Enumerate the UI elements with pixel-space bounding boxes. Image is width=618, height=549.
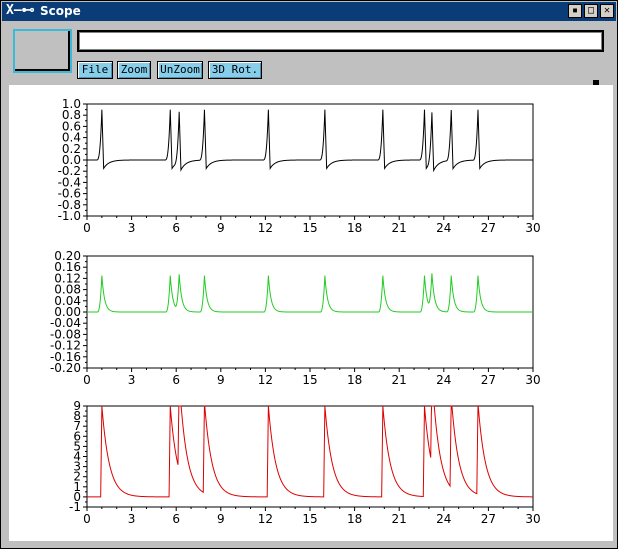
- x-tick-label: 15: [302, 512, 317, 526]
- y-tick-label: 9: [73, 399, 81, 413]
- y-tick-label: 7: [73, 419, 81, 433]
- y-tick-label: -0.6: [58, 187, 81, 201]
- y-tick-label: -0.04: [50, 316, 81, 330]
- command-input[interactable]: [77, 30, 604, 52]
- x-tick-label: 27: [481, 373, 496, 387]
- window-title: Scope: [40, 4, 81, 18]
- signal-trace-2: [87, 405, 533, 498]
- plot-frame-2: [86, 405, 534, 508]
- x-tick-label: 6: [172, 221, 180, 235]
- y-tick-label: 0.8: [62, 108, 81, 122]
- y-tick-label: -0.20: [50, 361, 81, 375]
- x-tick-label: 30: [525, 221, 540, 235]
- y-tick-label: 0.08: [54, 283, 81, 297]
- y-tick-label: 1.0: [62, 97, 81, 111]
- toolbar: File Zoom UnZoom 3D Rot.: [9, 22, 613, 86]
- y-tick-label: 3: [73, 460, 81, 474]
- x-tick-label: 21: [392, 221, 407, 235]
- x-tick-label: 18: [347, 221, 362, 235]
- y-tick-label: 0.20: [54, 249, 81, 263]
- y-tick-label: -1: [69, 500, 81, 514]
- x-tick-label: 3: [128, 373, 136, 387]
- x-tick-label: 24: [436, 512, 451, 526]
- y-tick-label: 0.16: [54, 260, 81, 274]
- x-tick-label: 27: [481, 512, 496, 526]
- preview-box[interactable]: [13, 29, 72, 73]
- x-tick-label: 0: [83, 221, 91, 235]
- bottom-bar: [9, 541, 613, 547]
- x-tick-label: 30: [525, 512, 540, 526]
- x-tick-label: 30: [525, 373, 540, 387]
- x-tick-label: 9: [217, 221, 225, 235]
- y-tick-label: 5: [73, 439, 81, 453]
- x-tick-label: 12: [258, 221, 273, 235]
- file-button[interactable]: File: [77, 61, 113, 79]
- y-tick-label: -0.16: [50, 350, 81, 364]
- plot-area: 1.0 0.8 0.6 0.4 0.2 0.0 -0.2 -0.4 -0.6 -0.8 -1.0 0 3…: [9, 85, 613, 541]
- y-tick-label: 0.00: [54, 305, 81, 319]
- y-tick-label: 0.12: [54, 271, 81, 285]
- x-tick-label: 6: [172, 512, 180, 526]
- rotate-3d-button[interactable]: 3D Rot.: [208, 61, 262, 79]
- y-tick-label: 0.4: [62, 131, 81, 145]
- y-tick-label: 1: [73, 480, 81, 494]
- minimize-button[interactable]: ▪: [568, 4, 582, 18]
- x-tick-label: 24: [436, 373, 451, 387]
- title-bar[interactable]: X–⊷ Scope ▪ □ ✕: [2, 2, 616, 21]
- x-tick-label: 21: [392, 373, 407, 387]
- y-tick-label: -0.12: [50, 339, 81, 353]
- window-logo: X: [6, 3, 14, 18]
- x-tick-label: 24: [436, 221, 451, 235]
- y-tick-label: 2: [73, 470, 81, 484]
- x-tick-label: 6: [172, 373, 180, 387]
- resize-handle-icon[interactable]: [593, 80, 599, 86]
- x-tick-label: 12: [258, 373, 273, 387]
- x-tick-label: 9: [217, 373, 225, 387]
- y-tick-label: 6: [73, 429, 81, 443]
- y-tick-label: 0: [73, 490, 81, 504]
- unzoom-button[interactable]: UnZoom: [157, 61, 203, 79]
- zoom-button[interactable]: Zoom: [117, 61, 151, 79]
- x-tick-label: 0: [83, 512, 91, 526]
- x-tick-label: 18: [347, 373, 362, 387]
- maximize-button[interactable]: □: [584, 4, 598, 18]
- y-tick-label: 4: [73, 450, 81, 464]
- signal-trace-1: [87, 273, 533, 313]
- x-tick-label: 9: [217, 512, 225, 526]
- x-tick-label: 3: [128, 221, 136, 235]
- y-tick-label: -0.08: [50, 327, 81, 341]
- close-button[interactable]: ✕: [600, 4, 614, 18]
- y-tick-label: -0.2: [58, 164, 81, 178]
- y-tick-label: -0.4: [58, 175, 81, 189]
- y-tick-label: 0.04: [54, 294, 81, 308]
- x-tick-label: 0: [83, 373, 91, 387]
- y-tick-label: 0.0: [62, 153, 81, 167]
- y-tick-label: -1.0: [58, 209, 81, 223]
- signal-trace-0: [87, 109, 533, 173]
- x-tick-label: 15: [302, 373, 317, 387]
- x-tick-label: 27: [481, 221, 496, 235]
- y-tick-label: -0.8: [58, 198, 81, 212]
- x-logo-icon: X–⊷: [6, 3, 35, 18]
- x-tick-label: 3: [128, 512, 136, 526]
- y-tick-label: 0.2: [62, 142, 81, 156]
- y-tick-label: 0.6: [62, 119, 81, 133]
- x-tick-label: 18: [347, 512, 362, 526]
- x-tick-label: 21: [392, 512, 407, 526]
- x-tick-label: 15: [302, 221, 317, 235]
- y-tick-label: 8: [73, 409, 81, 423]
- x-tick-label: 12: [258, 512, 273, 526]
- scope-plots: 1.00.80.60.40.20.0-0.2-0.4-0.6-0.8-1.00 3…: [50, 97, 541, 526]
